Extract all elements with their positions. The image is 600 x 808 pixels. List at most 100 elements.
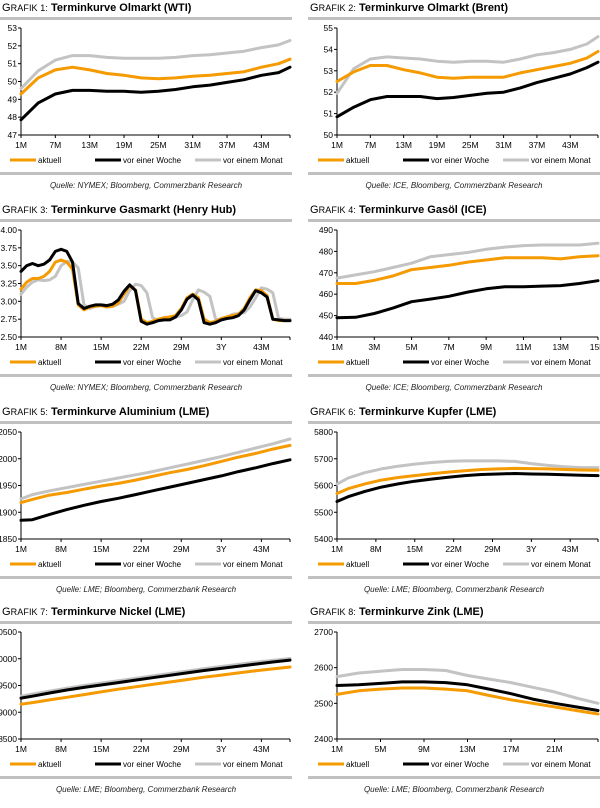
y-tick-label: 10500 (0, 627, 17, 637)
x-tick-label: 1M (15, 342, 27, 352)
y-tick-label: 52 (8, 41, 18, 51)
x-tick-label: 19M (116, 140, 133, 150)
legend-label: aktuell (38, 560, 61, 569)
chart-panel: GRAFIK 2: Terminkurve Olmarkt (Brent) Que… (308, 0, 600, 200)
x-tick-label: 15M (93, 342, 110, 352)
y-tick-label: 1850 (0, 534, 17, 544)
x-tick-label: 17M (503, 744, 520, 754)
y-tick-label: 470 (319, 268, 333, 278)
series-line-aktuell (335, 50, 600, 83)
series-line-aktuell (19, 443, 292, 505)
y-tick-label: 51 (324, 109, 334, 119)
chart-panel: GRAFIK 4: Terminkurve Gasöl (ICE) Quelle:… (308, 202, 600, 402)
y-tick-label: 5500 (314, 507, 333, 517)
chart-label: GRAFIK 4: (310, 204, 356, 216)
x-tick-label: 3M (368, 342, 380, 352)
y-tick-label: 2050 (0, 427, 17, 437)
y-tick-label: 48 (8, 112, 18, 122)
y-tick-label: 2.75 (0, 314, 17, 324)
chart-label: GRAFIK 7: (2, 606, 48, 618)
x-tick-label: 19M (429, 140, 446, 150)
chart-title-text: Terminkurve Kupfer (LME) (359, 406, 497, 418)
x-tick-label: 13M (552, 342, 569, 352)
series-line-aktuell (19, 665, 292, 706)
source-rule (0, 776, 292, 779)
x-tick-label: 1M (331, 140, 343, 150)
chart-label: GRAFIK 6: (310, 406, 356, 418)
line-chart: 440 450 460 470 480 490 1M 3M 5M 7M 9M 11M 13M 15M akt… (318, 225, 600, 367)
x-tick-label: 29M (484, 544, 501, 554)
y-tick-label: 55 (324, 23, 334, 33)
y-tick-label: 10000 (0, 654, 17, 664)
chart-source: Quelle: NYMEX; Bloomberg, Commerzbank Re… (49, 181, 243, 190)
y-tick-label: 460 (319, 289, 333, 299)
chart-title: GRAFIK 5: Terminkurve Aluminium (LME) (2, 406, 209, 418)
source-rule (308, 576, 600, 579)
chart-source: Quelle: LME; Bloomberg, Commerzbank Rese… (363, 785, 545, 794)
title-rule (308, 421, 600, 424)
title-rule (0, 421, 292, 424)
y-tick-label: 2400 (314, 734, 333, 744)
x-tick-label: 7M (49, 140, 61, 150)
y-tick-label: 54 (324, 44, 334, 54)
legend-label: vor einer Woche (123, 358, 182, 367)
x-tick-label: 7M (364, 140, 376, 150)
legend-label: vor einem Monat (223, 156, 283, 165)
series-line-vor-einem-monat (335, 241, 600, 280)
line-chart: 47 48 49 50 51 52 53 1M 7M 13M 19M 25M 31M 37M 43M aktu… (8, 23, 292, 165)
chart-title: GRAFIK 4: Terminkurve Gasöl (ICE) (310, 204, 487, 216)
chart-label: GRAFIK 3: (2, 204, 48, 216)
legend-label: vor einem Monat (531, 156, 591, 165)
series-line-aktuell (19, 57, 292, 96)
x-tick-label: 22M (133, 744, 150, 754)
x-tick-label: 31M (184, 140, 201, 150)
series-line-vor-einer-woche (19, 458, 292, 522)
legend-label: vor einem Monat (531, 358, 591, 367)
chart-source: Quelle: ICE, Bloomberg, Commerzbank Rese… (365, 181, 543, 190)
chart-title: GRAFIK 6: Terminkurve Kupfer (LME) (310, 406, 496, 418)
x-tick-label: 37M (529, 140, 546, 150)
chart-title-text: Terminkurve Gasöl (ICE) (359, 204, 487, 216)
series-line-aktuell (19, 258, 292, 325)
legend-label: vor einem Monat (223, 358, 283, 367)
chart-title-text: Terminkurve Olmarkt (Brent) (359, 2, 508, 14)
x-tick-label: 1M (15, 544, 27, 554)
x-tick-label: 43M (562, 140, 579, 150)
y-tick-label: 49 (8, 94, 18, 104)
y-tick-label: 8500 (0, 734, 17, 744)
x-tick-label: 9M (480, 342, 492, 352)
series-line-vor-einer-woche (19, 247, 292, 326)
chart-title: GRAFIK 3: Terminkurve Gasmarkt (Henry Hu… (2, 204, 236, 216)
y-tick-label: 3.00 (0, 296, 17, 306)
y-tick-label: 53 (8, 23, 18, 33)
series-line-vor-einem-monat (335, 668, 600, 705)
chart-title-text: Terminkurve Aluminium (LME) (51, 406, 210, 418)
x-tick-label: 8M (370, 544, 382, 554)
legend-label: vor einer Woche (431, 358, 490, 367)
x-tick-label: 3Y (216, 744, 227, 754)
x-tick-label: 13M (81, 140, 98, 150)
series-line-vor-einem-monat (19, 437, 292, 501)
chart-panel: GRAFIK 6: Terminkurve Kupfer (LME) Quelle… (308, 404, 600, 604)
series-line-vor-einem-monat (335, 459, 600, 486)
chart-title-text: Terminkurve Gasmarkt (Henry Hub) (51, 204, 237, 216)
x-tick-label: 43M (253, 342, 270, 352)
series-line-vor-einer-woche (19, 658, 292, 700)
x-tick-label: 3Y (216, 544, 227, 554)
source-rule (0, 576, 292, 579)
x-tick-label: 5M (375, 744, 387, 754)
y-tick-label: 2000 (0, 454, 17, 464)
chart-title: GRAFIK 1: Terminkurve Olmarkt (WTI) (2, 2, 191, 14)
x-tick-label: 13M (395, 140, 412, 150)
x-tick-label: 3Y (216, 342, 227, 352)
series-line-vor-einem-monat (335, 35, 600, 95)
line-chart: 50 51 52 53 54 55 1M 7M 13M 19M 25M 31M 37M 43M aktuel… (318, 23, 600, 165)
series-line-vor-einer-woche (335, 60, 600, 119)
legend-label: vor einer Woche (123, 760, 182, 769)
x-tick-label: 22M (445, 544, 462, 554)
legend-label: vor einem Monat (531, 560, 591, 569)
y-tick-label: 3.50 (0, 261, 17, 271)
y-tick-label: 5400 (314, 534, 333, 544)
x-tick-label: 13M (459, 744, 476, 754)
x-tick-label: 22M (133, 342, 150, 352)
